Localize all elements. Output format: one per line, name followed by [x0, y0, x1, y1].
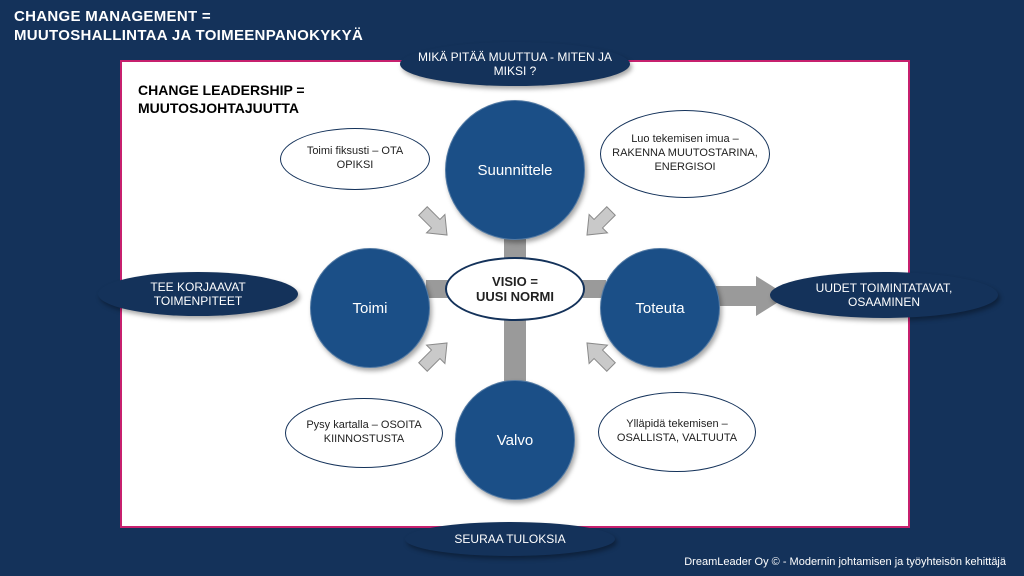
node-toteuta-label: Toteuta [629, 294, 690, 323]
node-toimi: Toimi [310, 248, 430, 368]
center-line1: VISIO = [492, 274, 538, 289]
connector-bar-mid-lower [504, 314, 526, 384]
banner-bottom-text: SEURAA TULOKSIA [454, 532, 565, 546]
advice-top-right: Luo tekemisen imua – RAKENNA MUUTOSTARIN… [600, 110, 770, 198]
advice-bottom-right: Ylläpidä tekemisen – OSALLISTA, VALTUUTA [598, 392, 756, 472]
banner-left: TEE KORJAAVAT TOIMENPITEET [98, 272, 298, 316]
page-title: CHANGE MANAGEMENT = MUUTOSHALLINTAA JA T… [14, 8, 363, 46]
banner-right-text: UUDET TOIMINTATAVAT, OSAAMINEN [782, 281, 986, 310]
center-visio: VISIO = UUSI NORMI [445, 257, 585, 321]
footer-credit: DreamLeader Oy © - Modernin johtamisen j… [684, 556, 1006, 568]
banner-right: UUDET TOIMINTATAVAT, OSAAMINEN [770, 272, 998, 318]
banner-top: MIKÄ PITÄÄ MUUTTUA - MITEN JA MIKSI ? [400, 42, 630, 86]
advice-top-left: Toimi fiksusti – OTA OPIKSI [280, 128, 430, 190]
advice-bottom-right-text: Ylläpidä tekemisen – OSALLISTA, VALTUUTA [609, 418, 745, 446]
panel-title: CHANGE LEADERSHIP = MUUTOSJOHTAJUUTTA [138, 82, 305, 117]
panel-title-line2: MUUTOSJOHTAJUUTTA [138, 100, 299, 116]
advice-top-right-text: Luo tekemisen imua – RAKENNA MUUTOSTARIN… [611, 133, 759, 174]
advice-bottom-left: Pysy kartalla – OSOITA KIINNOSTUSTA [285, 398, 443, 468]
node-valvo-label: Valvo [491, 426, 539, 455]
panel-title-line1: CHANGE LEADERSHIP = [138, 82, 305, 98]
banner-left-text: TEE KORJAAVAT TOIMENPITEET [110, 280, 286, 309]
advice-bottom-left-text: Pysy kartalla – OSOITA KIINNOSTUSTA [296, 419, 432, 447]
page-title-line1: CHANGE MANAGEMENT = [14, 8, 211, 25]
node-valvo: Valvo [455, 380, 575, 500]
node-toteuta: Toteuta [600, 248, 720, 368]
center-line2: UUSI NORMI [476, 289, 554, 304]
advice-top-left-text: Toimi fiksusti – OTA OPIKSI [291, 145, 419, 173]
page-title-line2: MUUTOSHALLINTAA JA TOIMEENPANOKYKYÄ [14, 27, 363, 44]
node-suunnittele: Suunnittele [445, 100, 585, 240]
banner-top-text: MIKÄ PITÄÄ MUUTTUA - MITEN JA MIKSI ? [412, 50, 618, 79]
banner-bottom: SEURAA TULOKSIA [405, 522, 615, 556]
node-suunnittele-label: Suunnittele [471, 156, 558, 185]
node-toimi-label: Toimi [346, 294, 393, 323]
